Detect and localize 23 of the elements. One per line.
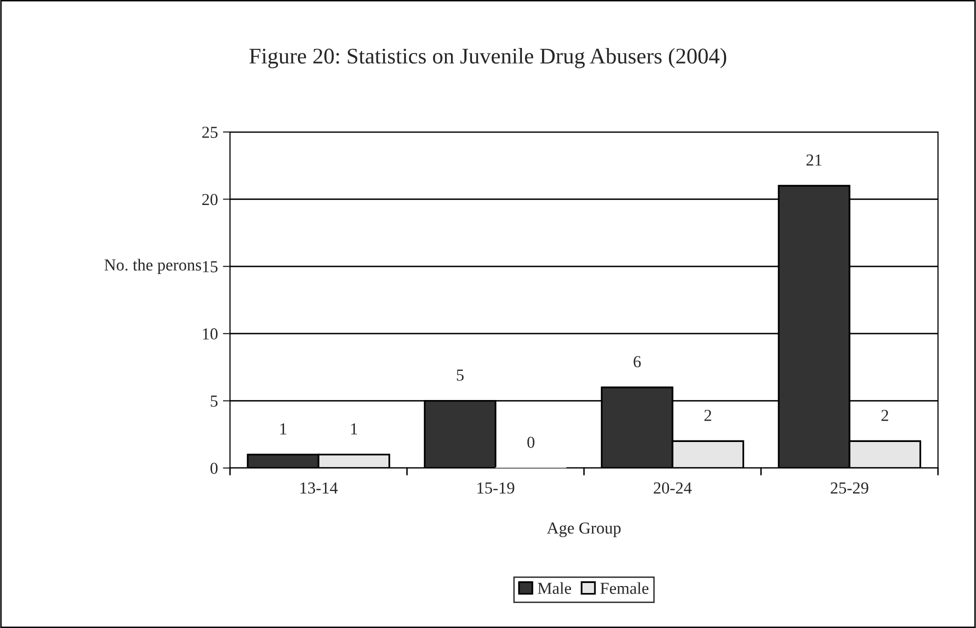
data-label: 2 bbox=[704, 410, 712, 421]
y-tick-label: 15 bbox=[202, 261, 218, 272]
y-tick-label: 0 bbox=[210, 462, 218, 474]
chart-title: Figure 20: Statistics on Juvenile Drug Abusers (2004) bbox=[249, 48, 726, 68]
y-axis-title: No. the perons bbox=[104, 258, 202, 274]
data-label: 5 bbox=[456, 370, 464, 381]
legend-label: Female bbox=[600, 582, 648, 594]
x-tick-label: 15-19 bbox=[478, 482, 514, 494]
data-label: 6 bbox=[634, 356, 641, 368]
data-label: 1 bbox=[351, 423, 358, 434]
data-label: 2 bbox=[881, 410, 888, 421]
data-label: 0 bbox=[527, 436, 534, 448]
x-tick-label: 13-14 bbox=[300, 482, 338, 494]
x-tick-label: 20-24 bbox=[654, 482, 692, 494]
legend-label: Male bbox=[538, 582, 572, 594]
x-tick-label: 25-29 bbox=[830, 482, 868, 494]
x-axis-title: Age Group bbox=[546, 522, 621, 538]
y-tick-label: 10 bbox=[202, 328, 218, 340]
y-tick-label: 20 bbox=[202, 194, 218, 206]
y-tick-label: 25 bbox=[202, 126, 218, 138]
data-label: 1 bbox=[280, 423, 286, 434]
data-label: 21 bbox=[806, 154, 822, 166]
y-tick-label: 5 bbox=[210, 396, 218, 407]
